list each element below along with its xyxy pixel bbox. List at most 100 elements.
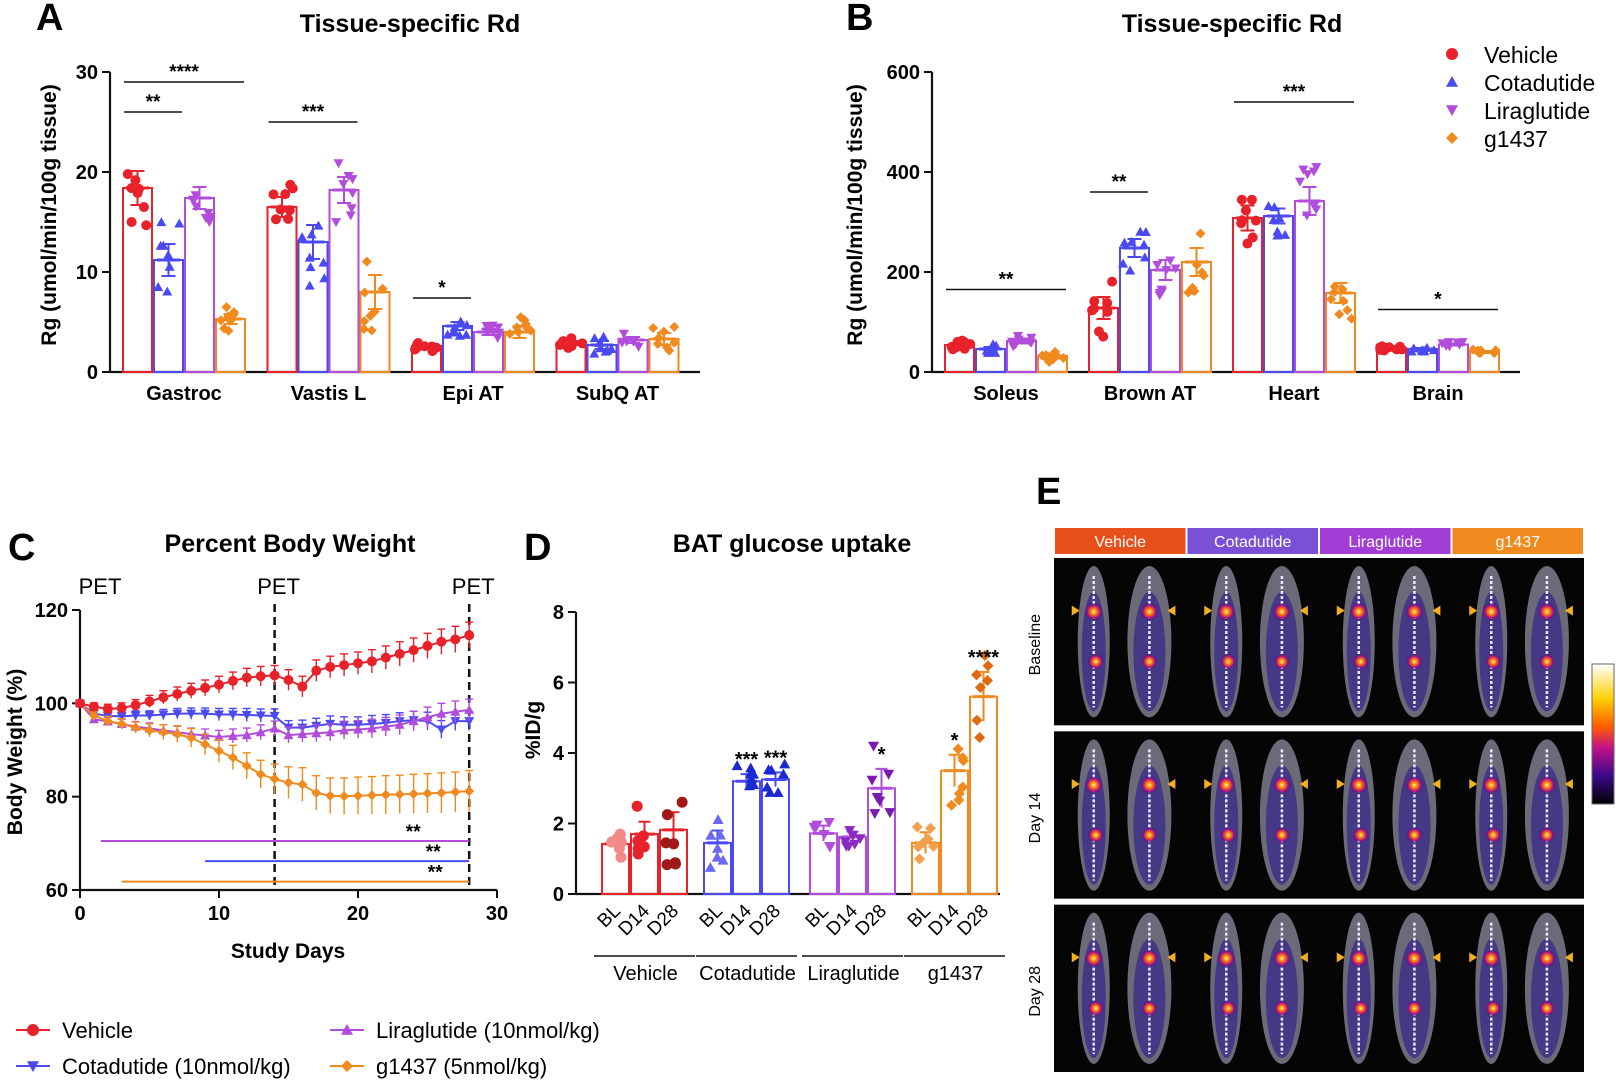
significance-label: ** bbox=[1112, 172, 1127, 193]
data-point bbox=[1240, 205, 1251, 216]
data-point bbox=[186, 709, 197, 719]
data-point bbox=[1337, 284, 1348, 295]
significance-label: * bbox=[438, 278, 446, 299]
arrow-marker bbox=[1071, 779, 1080, 789]
group-label: Cotadutide bbox=[699, 963, 796, 985]
data-point bbox=[1308, 167, 1319, 177]
data-point bbox=[927, 840, 939, 852]
panel-e-images: Vehicle Cotadutide Liraglutide g1437 Baselin… bbox=[1027, 528, 1615, 1072]
organ-hotspot bbox=[1406, 827, 1423, 843]
bat-hotspot bbox=[1405, 776, 1424, 794]
data-point bbox=[353, 658, 363, 669]
data-point bbox=[1189, 285, 1200, 296]
data-point bbox=[953, 788, 965, 800]
data-point bbox=[1119, 237, 1130, 247]
data-point bbox=[255, 711, 266, 721]
organ-hotspot bbox=[1220, 1000, 1237, 1017]
panel-label-d: D bbox=[524, 527, 551, 569]
data-point bbox=[744, 768, 756, 779]
arrow-marker bbox=[1299, 605, 1308, 616]
data-point bbox=[227, 710, 238, 720]
x-tick-label: 10 bbox=[208, 903, 230, 925]
data-point bbox=[1236, 218, 1247, 229]
data-point bbox=[141, 220, 152, 231]
data-point bbox=[1490, 345, 1501, 356]
significance-label: **** bbox=[968, 647, 999, 669]
data-point bbox=[269, 723, 280, 733]
data-point bbox=[925, 822, 937, 834]
data-point bbox=[431, 342, 442, 353]
data-point bbox=[88, 701, 99, 712]
bar bbox=[122, 187, 153, 373]
data-point bbox=[704, 861, 716, 872]
data-point bbox=[450, 787, 461, 797]
organ-hotspot bbox=[1273, 653, 1290, 670]
legend-label: Cotadutide (10nmol/kg) bbox=[62, 1054, 291, 1079]
data-point bbox=[1342, 305, 1353, 316]
data-point bbox=[464, 704, 475, 714]
legend-marker bbox=[1446, 48, 1458, 60]
data-point bbox=[869, 809, 881, 820]
data-point bbox=[854, 834, 866, 845]
data-point bbox=[633, 342, 644, 352]
data-point bbox=[186, 732, 197, 743]
data-point bbox=[1058, 352, 1069, 363]
data-point bbox=[1394, 341, 1405, 352]
data-point bbox=[844, 826, 856, 836]
data-point bbox=[311, 787, 322, 798]
panel-d-title: BAT glucose uptake bbox=[673, 530, 912, 558]
organ-hotspot bbox=[1141, 1000, 1158, 1017]
legend-marker bbox=[341, 1024, 353, 1035]
data-point bbox=[566, 333, 577, 344]
significance-label: * bbox=[1434, 290, 1442, 311]
data-point bbox=[1157, 287, 1168, 297]
data-point bbox=[158, 727, 169, 738]
data-point bbox=[731, 760, 743, 771]
significance-label: *** bbox=[302, 102, 325, 123]
organ-hotspot bbox=[1406, 653, 1423, 670]
data-point bbox=[241, 760, 252, 771]
data-point bbox=[339, 660, 350, 671]
arrow-marker bbox=[1564, 779, 1573, 789]
data-point bbox=[338, 180, 349, 190]
data-point bbox=[1302, 170, 1313, 180]
data-point bbox=[714, 829, 726, 840]
data-point bbox=[275, 204, 286, 215]
data-point bbox=[914, 853, 926, 865]
significance-label: ** bbox=[428, 863, 443, 884]
data-point bbox=[918, 836, 930, 848]
legend-label: Vehicle bbox=[1484, 42, 1558, 68]
group-label: g1437 bbox=[928, 963, 984, 985]
group-label: Vehicle bbox=[613, 963, 678, 985]
data-point bbox=[158, 692, 169, 703]
y-tick-label: 4 bbox=[553, 743, 565, 765]
data-point bbox=[1010, 340, 1021, 350]
organ-hotspot bbox=[1087, 653, 1104, 670]
data-point bbox=[1250, 215, 1261, 226]
panel-a-chart: Tissue-specific Rd Rg (umol/min/100g tis… bbox=[38, 10, 700, 405]
data-point bbox=[504, 328, 515, 339]
legend-label: g1437 (5nmol/kg) bbox=[376, 1054, 547, 1079]
data-point bbox=[268, 189, 279, 200]
significance-label: ** bbox=[146, 92, 161, 113]
pet-label: PET bbox=[452, 574, 495, 599]
data-point bbox=[1050, 346, 1061, 357]
arrow-marker bbox=[1564, 952, 1573, 963]
group-header-label: Liraglutide bbox=[1348, 534, 1422, 551]
organ-hotspot bbox=[1141, 653, 1158, 670]
bat-hotspot bbox=[1537, 949, 1556, 968]
data-point bbox=[394, 719, 405, 729]
legend-label: Liraglutide bbox=[1484, 98, 1590, 124]
arrow-marker bbox=[1299, 952, 1308, 963]
data-point bbox=[214, 745, 224, 756]
data-point bbox=[241, 672, 252, 683]
data-point bbox=[661, 342, 672, 353]
data-point bbox=[227, 675, 238, 686]
data-point bbox=[450, 634, 461, 645]
y-tick-label: 0 bbox=[553, 884, 564, 906]
panel-c-title: Percent Body Weight bbox=[165, 530, 417, 558]
data-point bbox=[979, 649, 991, 661]
row-label: Baseline bbox=[1027, 614, 1044, 675]
panel-c-ylabel: Body Weight (%) bbox=[4, 669, 27, 835]
data-point bbox=[126, 183, 137, 194]
